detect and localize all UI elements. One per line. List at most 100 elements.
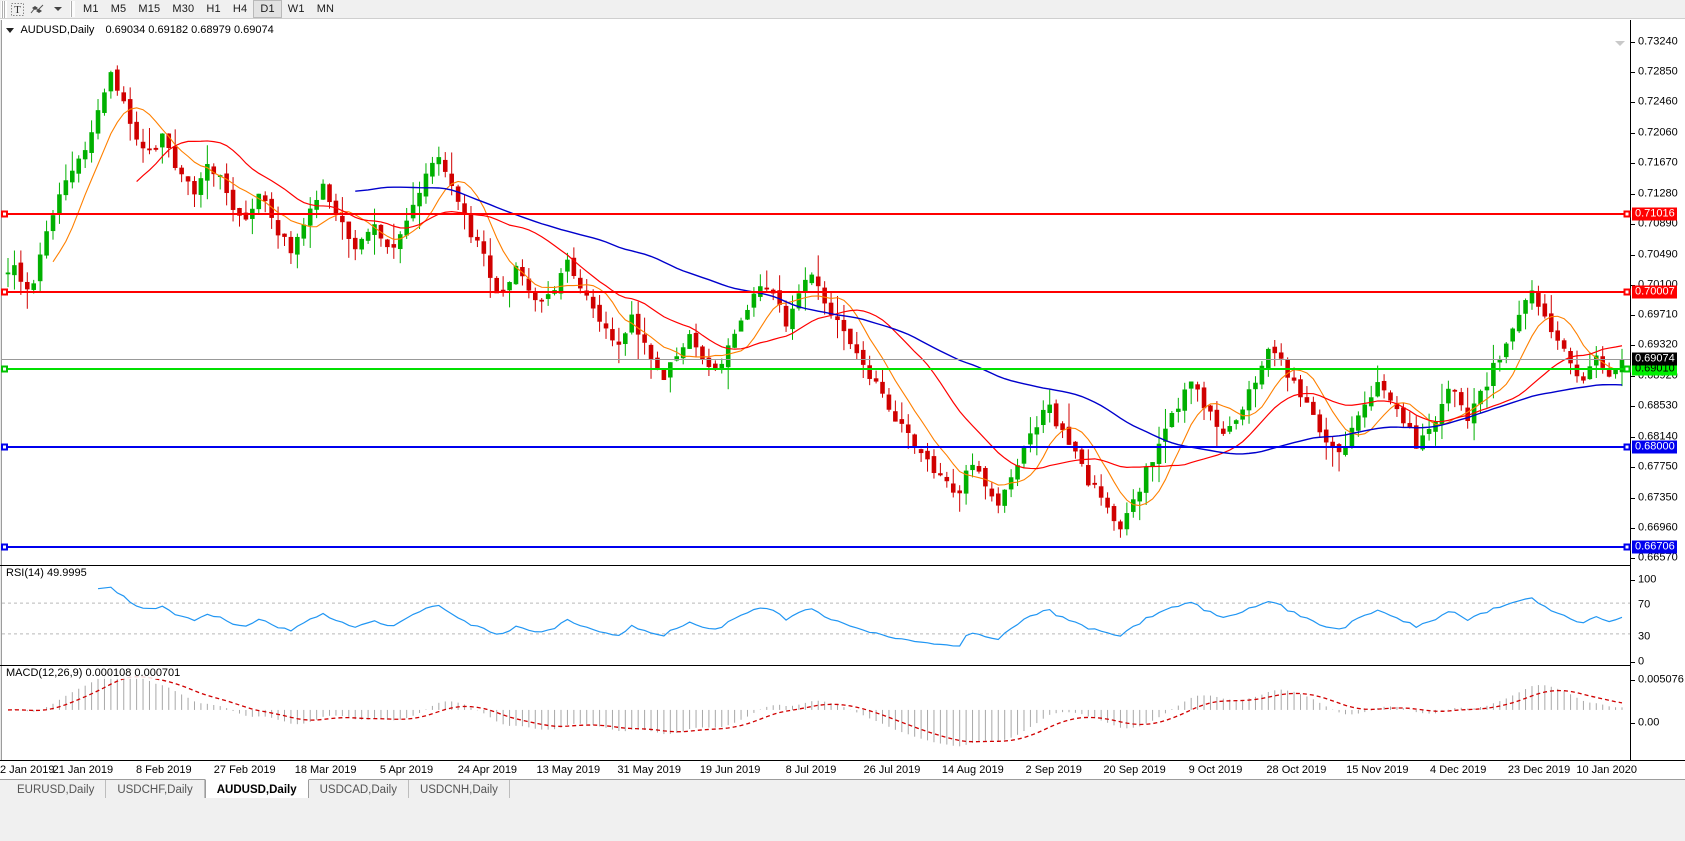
rsi-chart-canvas (2, 586, 1630, 647)
level-line-resistance-2[interactable] (2, 291, 1630, 294)
price-axis-label: 0.66960 (1638, 521, 1678, 534)
level-line-current-level[interactable] (2, 368, 1630, 371)
price-chart-canvas (5, 65, 1625, 538)
chart-tab-usdcnh[interactable]: USDCNH,Daily (409, 780, 510, 798)
price-axis-tick (1631, 163, 1635, 165)
price-axis-label: 0.69710 (1638, 308, 1678, 321)
price-axis-tick (1631, 133, 1635, 135)
price-axis-label: 0.67750 (1638, 460, 1678, 473)
time-axis-label: 8 Jul 2019 (785, 764, 837, 776)
indicators-tool-icon[interactable] (27, 1, 48, 18)
price-pane[interactable] (2, 20, 1630, 565)
price-axis[interactable]: 0.73240 0.72850 0.72460 0.72060 0.71670 0.712… (1623, 20, 1685, 781)
toolbar-dropdown-caret-icon[interactable] (48, 1, 68, 18)
time-axis-label: 5 Apr 2019 (379, 764, 434, 776)
time-axis-label: 2 Jan 2019 (0, 764, 55, 776)
main-toolbar: T M1 M5 M15 M30 H1 H4 D1 W1 MN (0, 0, 1685, 19)
price-axis-label: 0.72460 (1638, 95, 1678, 108)
timeframe-button-h4[interactable]: H4 (232, 3, 248, 15)
price-axis-tick (1631, 558, 1635, 559)
price-axis-tick (1631, 284, 1635, 286)
price-axis-label: 0.72850 (1638, 65, 1678, 78)
chart-tab-audusd[interactable]: AUDUSD,Daily (204, 779, 309, 798)
level-price-chip-support-1: 0.68000 (1632, 440, 1677, 454)
rsi-axis-tick (1631, 662, 1635, 663)
time-axis-label: 13 May 2019 (536, 764, 601, 776)
level-axis-marker-support-1 (1623, 443, 1631, 451)
level-handle-current-level[interactable] (1, 365, 8, 373)
svg-text:T: T (14, 4, 21, 16)
time-axis-label: 2 Sep 2019 (1025, 764, 1082, 776)
macd-pane[interactable] (2, 666, 1630, 761)
chart-ohlc-values: 0.69034 0.69182 0.68979 0.69074 (105, 24, 274, 36)
timeframe-button-mn[interactable]: MN (316, 3, 335, 15)
level-line-support-2[interactable] (2, 546, 1630, 549)
price-axis-tick (1631, 315, 1635, 317)
time-axis-label: 9 Oct 2019 (1188, 764, 1243, 776)
rsi-pane-divider (0, 565, 1630, 566)
chart-tab-bar: EURUSD,Daily USDCHF,Daily AUDUSD,Daily USDC… (0, 779, 1685, 841)
chart-tab-usdchf[interactable]: USDCHF,Daily (106, 780, 205, 798)
level-price-chip-resistance-1: 0.71016 (1632, 207, 1677, 221)
chart-tab-eurusd[interactable]: EURUSD,Daily (6, 780, 107, 798)
macd-indicator-label: MACD(12,26,9) 0.000108 0.000701 (4, 667, 183, 679)
timeframe-button-m5[interactable]: M5 (110, 3, 127, 15)
level-handle-resistance-2[interactable] (1, 288, 8, 296)
rsi-axis-label: 30 (1638, 630, 1651, 643)
level-line-resistance-1[interactable] (2, 213, 1630, 216)
time-axis-label: 23 Dec 2019 (1507, 764, 1571, 776)
time-axis-label: 14 Aug 2019 (941, 764, 1004, 776)
timeframe-button-m15[interactable]: M15 (138, 3, 161, 15)
time-axis-label: 26 Jul 2019 (863, 764, 921, 776)
chart-symbol-label: AUDUSD,Daily (20, 24, 95, 36)
price-axis-label: 0.71670 (1638, 156, 1678, 169)
text-label-tool-icon[interactable]: T (7, 1, 27, 18)
chart-area[interactable]: AUDUSD,Daily 0.69034 0.69182 0.68979 0.6… (0, 19, 1685, 781)
price-axis-tick (1631, 376, 1635, 378)
price-axis-tick (1631, 72, 1635, 74)
price-axis-tick (1631, 193, 1635, 195)
chart-tab-usdcad[interactable]: USDCAD,Daily (309, 780, 409, 798)
toolbar-grip[interactable] (1, 0, 7, 18)
price-axis-tick (1631, 436, 1635, 438)
level-axis-marker-resistance-2 (1623, 288, 1631, 296)
timeframe-button-h1[interactable]: H1 (206, 3, 221, 15)
macd-pane-divider (0, 665, 1630, 666)
bid-price-chip: 0.69074 (1632, 352, 1677, 366)
price-axis-label: 0.69320 (1638, 338, 1678, 351)
price-axis-tick (1631, 102, 1635, 104)
time-axis-label: 19 Jun 2019 (699, 764, 761, 776)
rsi-axis-label: 70 (1638, 598, 1651, 611)
time-axis-label: 20 Sep 2019 (1103, 764, 1166, 776)
rsi-axis-label: 0 (1638, 655, 1645, 668)
timeframe-button-d1[interactable]: D1 (253, 0, 282, 18)
rsi-indicator-label: RSI(14) 49.9995 (4, 567, 89, 579)
price-axis-tick (1631, 466, 1635, 468)
time-axis-label: 18 Mar 2019 (294, 764, 357, 776)
price-axis-label: 0.70890 (1638, 217, 1678, 230)
price-axis-label: 0.66570 (1638, 551, 1678, 564)
macd-axis-label: 0.00 (1638, 716, 1660, 729)
time-axis-label: 24 Apr 2019 (457, 764, 518, 776)
macd-axis-label: 0.005076 (1638, 673, 1684, 686)
level-handle-support-1[interactable] (1, 443, 8, 451)
level-handle-support-2[interactable] (1, 543, 8, 551)
time-axis: 2 Jan 2019 21 Jan 2019 8 Feb 2019 27 Feb 20… (0, 760, 1685, 779)
level-axis-marker-current-level (1623, 365, 1631, 373)
level-price-chip-support-2: 0.66706 (1632, 540, 1677, 554)
time-axis-label: 21 Jan 2019 (52, 764, 114, 776)
level-handle-resistance-1[interactable] (1, 210, 8, 218)
chart-scroll-caret-icon[interactable] (1615, 41, 1625, 46)
timeframe-button-m1[interactable]: M1 (83, 3, 99, 15)
rsi-pane[interactable] (2, 566, 1630, 665)
price-axis-label: 0.73240 (1638, 35, 1678, 48)
level-price-chip-resistance-2: 0.70007 (1632, 285, 1677, 299)
toolbar-separator-grip[interactable] (70, 1, 75, 17)
chart-left-gutter (0, 20, 2, 761)
symbol-collapse-caret-icon[interactable] (6, 27, 14, 33)
timeframe-button-m30[interactable]: M30 (172, 3, 195, 15)
level-axis-marker-resistance-1 (1623, 210, 1631, 218)
timeframe-button-w1[interactable]: W1 (287, 3, 305, 15)
level-line-support-1[interactable] (2, 446, 1630, 449)
macd-axis-tick (1631, 723, 1635, 725)
